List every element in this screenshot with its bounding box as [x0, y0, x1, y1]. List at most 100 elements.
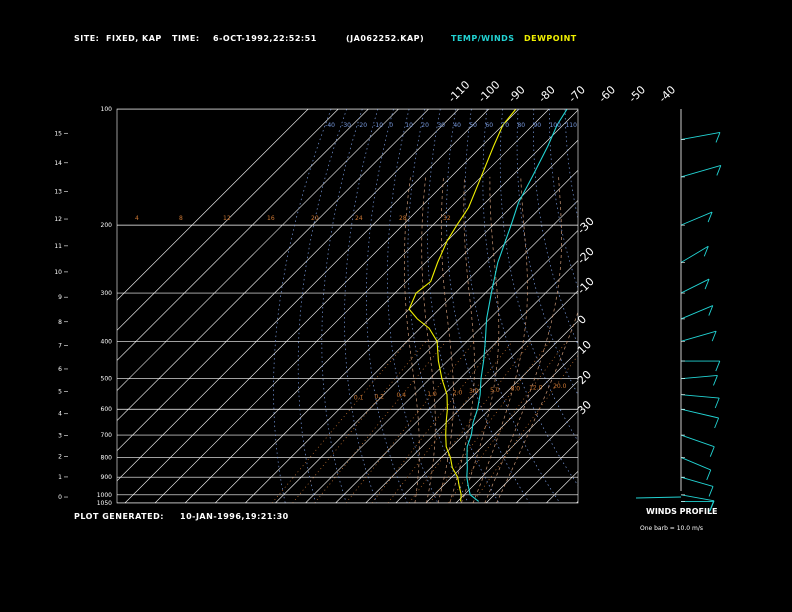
wind-barb-flag — [708, 305, 714, 316]
wind-barb-flag — [713, 375, 718, 386]
height-tick-label: 9 — [58, 294, 62, 301]
dry-adiabat-label: 50 — [469, 122, 477, 129]
mixing-ratio-line — [292, 341, 427, 503]
dewpoint-profile — [408, 109, 517, 502]
wind-barb-shaft — [680, 132, 721, 140]
isotherm — [124, 109, 520, 503]
dry-adiabat-label: 80 — [517, 122, 525, 129]
height-tick-label: 2 — [58, 453, 62, 460]
dry-adiabat — [499, 109, 578, 442]
mixing-ratio-line — [429, 341, 551, 503]
moist-adiabat-label: 8 — [179, 215, 183, 222]
height-tick-label: 6 — [58, 366, 62, 373]
height-tick-label: 3 — [58, 432, 62, 439]
dry-adiabat — [366, 109, 408, 503]
mixing-ratio-line — [314, 341, 447, 503]
dry-adiabat-label: 30 — [437, 122, 445, 129]
isotherm — [275, 200, 578, 503]
wind-barb-shaft — [680, 375, 718, 380]
height-tick-label: 5 — [58, 389, 62, 396]
isotherm — [425, 350, 578, 503]
dry-adiabat — [564, 109, 578, 220]
winds-barb-note: One barb = 10.0 m/s — [640, 525, 703, 532]
moist-adiabat-label: 4 — [135, 215, 139, 222]
footer: PLOT GENERATED: 10-JAN-1996,19:21:30 — [74, 512, 289, 521]
wind-barb-flag — [715, 360, 721, 372]
winds-profile-title: WINDS PROFILE — [646, 507, 718, 516]
mixing-ratio-label: 2.0 — [453, 389, 463, 396]
plot-generated-value: 10-JAN-1996,19:21:30 — [180, 512, 289, 521]
height-tick-label: 14 — [54, 160, 62, 167]
moist-adiabat-label: 12 — [223, 215, 231, 222]
isotherm — [117, 109, 339, 331]
height-tick-label: 4 — [58, 411, 62, 418]
wind-barb-flag — [715, 132, 721, 143]
isotherm — [546, 471, 578, 503]
wind-barb-flag — [707, 211, 713, 223]
mixing-ratio-label: 1.0 — [427, 391, 437, 398]
file-name: (JA062252.KAP) — [346, 34, 424, 43]
dry-adiabat-label: -20 — [357, 122, 367, 129]
isotherm — [365, 290, 578, 503]
mixing-ratio-label: 0.1 — [354, 395, 364, 402]
pressure-tick-label: 600 — [101, 406, 113, 413]
dewpoint-legend: DEWPOINT — [524, 34, 577, 43]
mixing-ratio-label: 5.0 — [490, 387, 500, 394]
moist-adiabat — [460, 176, 500, 503]
winds-profile-panel — [635, 109, 722, 512]
dry-adiabat — [321, 109, 363, 503]
isotherm-label-top: -70 — [566, 83, 588, 105]
isotherm-label-right: 0 — [575, 313, 589, 327]
isotherm — [117, 109, 459, 451]
wind-barb-flag — [703, 246, 709, 257]
mixing-ratio-line — [408, 341, 532, 503]
plot-frame — [116, 108, 579, 504]
isotherm — [455, 380, 578, 503]
pressure-tick-label: 300 — [101, 290, 113, 297]
dry-adiabat-label: 100 — [549, 122, 561, 129]
dry-adiabat — [643, 109, 792, 503]
isotherm — [117, 109, 490, 482]
dry-adiabat-label: 110 — [565, 122, 577, 129]
wind-barb-shaft — [680, 394, 720, 399]
isotherm — [117, 109, 309, 301]
wind-barb-shaft — [680, 165, 721, 178]
mixing-ratio-label: 8.0 — [511, 386, 521, 393]
dry-adiabat — [344, 109, 379, 503]
moist-adiabat-label: 16 — [267, 215, 275, 222]
pressure-tick-label: 800 — [101, 454, 113, 461]
pressure-tick-label: 100 — [101, 106, 113, 113]
pressure-tick-label: 700 — [101, 432, 113, 439]
wind-barb-shaft — [680, 211, 713, 226]
isotherm — [214, 139, 578, 503]
height-tick-label: 0 — [58, 494, 62, 501]
isotherm — [245, 170, 578, 503]
wind-barb-flag — [706, 469, 712, 481]
moist-adiabat-label: 28 — [399, 215, 407, 222]
wind-barb-shaft — [680, 494, 715, 502]
wind-barb-flag — [714, 417, 720, 429]
wind-barb-surface — [635, 496, 682, 499]
isotherm — [117, 109, 369, 361]
mixing-ratio-label: 12.0 — [529, 384, 543, 391]
pressure-tick-label: 400 — [101, 338, 113, 345]
pressure-tick-label: 1050 — [97, 500, 112, 507]
dry-adiabat-label: 60 — [485, 122, 493, 129]
height-tick-label: 11 — [54, 243, 62, 250]
moist-adiabat — [484, 176, 562, 503]
isotherm-label-top: -100 — [476, 78, 503, 105]
wind-barb-shaft — [680, 434, 715, 448]
isotherm-label-top: -60 — [596, 83, 618, 105]
site-value: FIXED, KAP — [106, 34, 162, 43]
header: SITE: FIXED, KAP TIME: 6-OCT-1992,22:52:… — [74, 34, 577, 43]
mixing-ratio-line — [447, 341, 567, 503]
moist-adiabat — [404, 176, 420, 503]
wind-barb-shaft — [680, 245, 709, 263]
wind-barb-shaft — [680, 408, 719, 419]
isotherm — [395, 320, 578, 503]
dry-adiabat — [407, 109, 469, 503]
wind-barb-flag — [711, 330, 717, 342]
isotherm-label-top: -40 — [656, 83, 678, 105]
moist-adiabat-label: 20 — [311, 215, 319, 222]
